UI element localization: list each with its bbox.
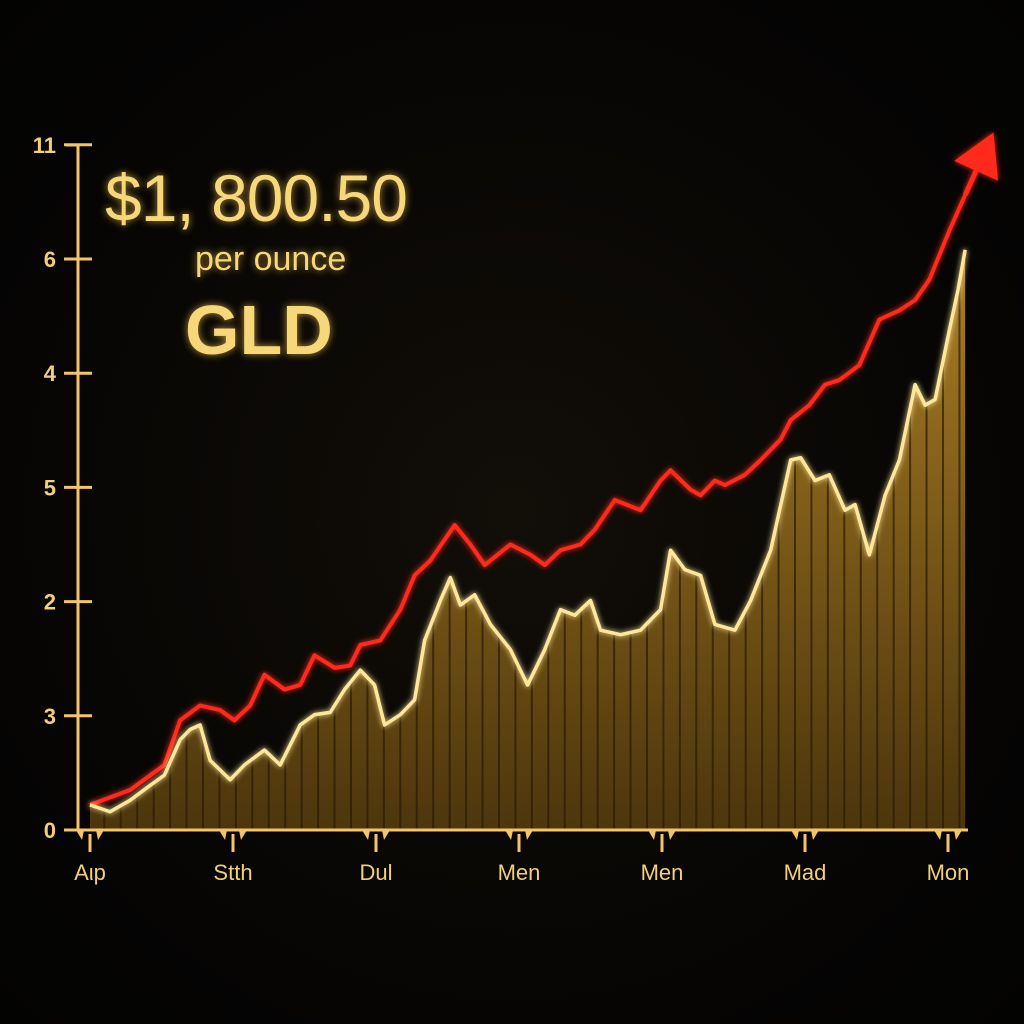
x-tick-notch xyxy=(934,830,962,840)
ticker-annotation: GLD xyxy=(185,291,333,369)
y-tick-label: 3 xyxy=(44,704,56,729)
x-tick-notch xyxy=(76,830,104,840)
tick-labels: 0 3 2 5 4 6 11 Aιp Stth Dul Men Men Mad Mon xyxy=(33,133,970,885)
y-tick-label: 6 xyxy=(44,247,56,272)
x-tick-label: Men xyxy=(498,860,541,885)
x-tick-notch xyxy=(648,830,676,840)
x-tick-notch xyxy=(791,830,819,840)
x-tick-notch xyxy=(362,830,390,840)
red-trend-line-tail xyxy=(962,169,979,197)
series-lines xyxy=(89,132,999,814)
x-tick-label: Men xyxy=(641,860,684,885)
y-tick-label: 0 xyxy=(44,818,56,843)
axes xyxy=(64,143,968,852)
y-tick-label: 2 xyxy=(44,590,56,615)
gold-price-line xyxy=(89,249,967,814)
x-tick-notch xyxy=(219,830,247,840)
y-tick-label: 5 xyxy=(44,475,56,500)
price-annotation: $1, 800.50 xyxy=(105,161,408,235)
x-tick-label: Mon xyxy=(927,860,970,885)
y-tick-label: 11 xyxy=(33,133,56,158)
unit-annotation: per ounce xyxy=(195,240,347,278)
x-tick-label: Dul xyxy=(359,860,392,885)
y-tick-label: 4 xyxy=(44,361,57,386)
x-tick-notch xyxy=(505,830,533,840)
x-tick-label: Mad xyxy=(784,860,827,885)
area-bars xyxy=(103,281,961,830)
red-trend-line xyxy=(89,194,967,807)
x-tick-label: Aιp xyxy=(74,860,106,885)
x-tick-label: Stth xyxy=(213,860,252,885)
red-arrowhead xyxy=(954,132,999,181)
